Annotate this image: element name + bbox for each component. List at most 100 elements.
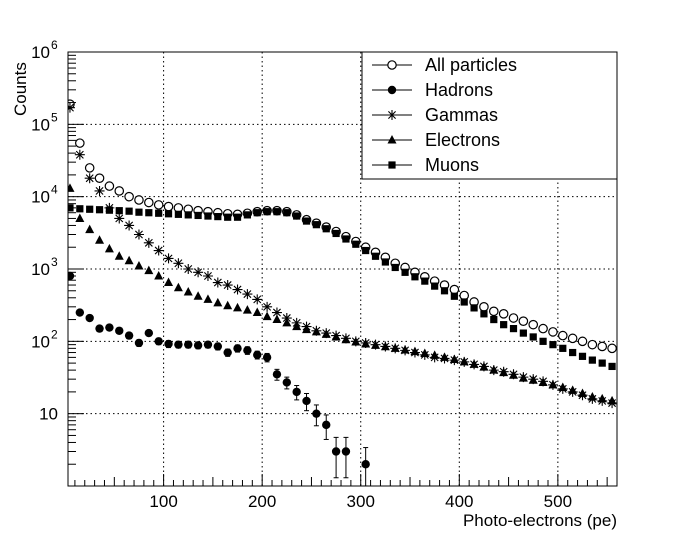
data-point xyxy=(85,313,94,323)
data-point xyxy=(124,331,134,340)
legend-marker xyxy=(387,60,397,70)
legend-label: Electrons xyxy=(425,130,500,150)
data-point xyxy=(114,186,125,196)
data-point xyxy=(509,324,518,333)
data-point xyxy=(214,213,222,221)
plot-area xyxy=(68,99,617,486)
data-point xyxy=(529,333,537,341)
data-point xyxy=(184,340,193,349)
data-point xyxy=(587,391,597,401)
data-point xyxy=(312,409,321,418)
data-point xyxy=(528,319,539,330)
data-point xyxy=(381,258,389,266)
data-point xyxy=(431,282,439,290)
data-point xyxy=(302,324,312,334)
legend-item: All particles xyxy=(372,55,517,75)
data-point xyxy=(421,277,429,285)
data-point xyxy=(272,370,282,379)
data-point xyxy=(134,195,144,205)
data-point xyxy=(144,265,154,275)
legend-item: Muons xyxy=(372,155,479,175)
x-tick-label: 200 xyxy=(248,492,276,511)
data-point xyxy=(518,373,528,382)
legend-marker xyxy=(387,85,397,95)
data-point xyxy=(133,229,144,240)
data-point xyxy=(262,301,273,312)
data-point xyxy=(607,395,617,405)
legend-marker xyxy=(387,135,397,144)
data-point xyxy=(311,326,321,336)
data-point xyxy=(597,341,608,352)
data-point xyxy=(183,264,194,274)
data-point xyxy=(331,331,341,341)
data-point xyxy=(380,341,390,351)
data-point xyxy=(164,277,174,287)
data-point xyxy=(243,346,252,355)
data-point xyxy=(262,353,272,362)
data-point xyxy=(86,205,94,213)
data-point xyxy=(154,337,163,346)
data-point xyxy=(194,211,202,220)
data-point xyxy=(568,385,578,394)
data-point xyxy=(578,388,588,398)
y-tick-label: 10 xyxy=(31,260,50,279)
data-point xyxy=(203,294,213,303)
data-point xyxy=(203,340,213,349)
data-point xyxy=(272,314,282,324)
data-point xyxy=(528,375,538,384)
data-point xyxy=(558,382,568,392)
legend-item: Hadrons xyxy=(372,80,493,100)
data-point xyxy=(469,359,479,368)
data-point xyxy=(342,235,350,243)
data-point xyxy=(539,337,547,345)
data-point xyxy=(302,217,311,225)
data-point xyxy=(352,240,360,248)
data-point xyxy=(68,102,75,113)
y-tick-label: 10 xyxy=(31,332,50,351)
data-point xyxy=(115,207,123,215)
data-point xyxy=(567,333,578,344)
data-point xyxy=(341,447,351,456)
data-point xyxy=(174,340,183,349)
data-point xyxy=(75,213,85,222)
data-point xyxy=(411,273,419,281)
data-point xyxy=(95,324,104,333)
data-point xyxy=(440,352,450,361)
data-point xyxy=(538,323,548,334)
data-point xyxy=(263,208,271,216)
legend-label: Gammas xyxy=(425,105,498,125)
data-point xyxy=(341,334,351,344)
y-tick-exponent: 2 xyxy=(51,327,58,341)
data-point xyxy=(222,280,233,291)
legend: All particles Hadrons Gammas Electrons Muons xyxy=(361,51,618,180)
data-point xyxy=(85,224,95,234)
data-point xyxy=(557,330,568,341)
data-point xyxy=(224,213,232,221)
data-point xyxy=(282,378,292,387)
data-point xyxy=(153,245,164,256)
data-point xyxy=(262,311,272,321)
data-point xyxy=(174,210,182,218)
data-point xyxy=(607,343,617,354)
legend-marker xyxy=(388,161,396,169)
data-point xyxy=(75,138,85,148)
data-point xyxy=(134,261,144,270)
data-point xyxy=(125,207,133,215)
data-point xyxy=(153,200,164,210)
data-point xyxy=(597,393,607,403)
data-point xyxy=(163,201,174,212)
data-point xyxy=(154,271,164,280)
legend-item: Gammas xyxy=(372,105,498,125)
data-point xyxy=(164,339,173,349)
data-point xyxy=(193,267,204,278)
y-tick-exponent: 5 xyxy=(51,110,58,124)
data-point xyxy=(213,342,223,351)
data-point xyxy=(440,287,449,295)
x-tick-label: 300 xyxy=(347,492,375,511)
data-point xyxy=(509,370,519,379)
data-point xyxy=(232,284,243,295)
y-axis-label: Counts xyxy=(11,62,30,116)
data-point xyxy=(587,339,598,350)
data-point xyxy=(114,251,124,260)
